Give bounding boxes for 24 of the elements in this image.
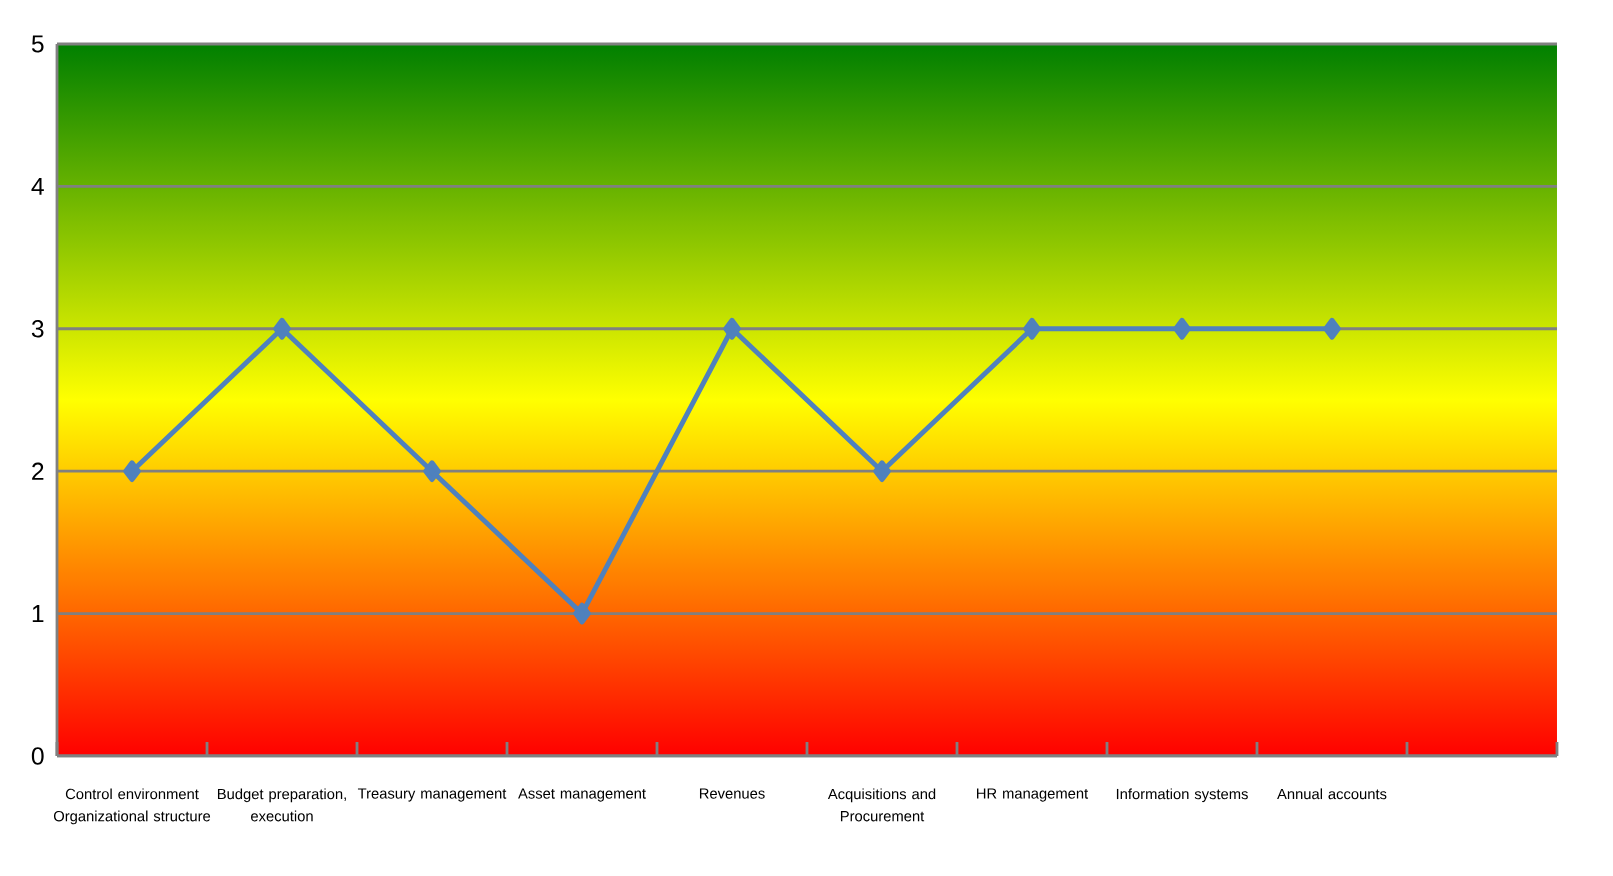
x-tick-label: Treasury management (357, 788, 507, 802)
y-tick-label: 4 (31, 177, 44, 195)
point (1323, 317, 1341, 340)
point (273, 317, 291, 340)
y-tick-label: 3 (31, 320, 44, 338)
point (1173, 317, 1191, 340)
point (723, 317, 741, 340)
point (573, 602, 591, 625)
point (123, 460, 141, 483)
point (423, 460, 441, 483)
y-tick-label: 2 (32, 462, 44, 480)
y-tick-label: 0 (31, 747, 44, 765)
x-tick-label: Annual accounts (1277, 788, 1387, 800)
x-tick-label: Budget preparation, execution (217, 788, 346, 822)
x-tick-label: Acquisitions and Procurement (827, 788, 936, 822)
point (873, 460, 891, 483)
y-tick-label: 1 (32, 605, 44, 623)
x-tick-label: Information systems (1116, 788, 1248, 803)
x-tick-label: Asset management (518, 788, 646, 802)
point (1023, 317, 1041, 340)
x-tick-label: Revenues (699, 788, 765, 799)
y-tick-label: 5 (31, 35, 44, 53)
x-tick-label: HR management (977, 788, 1089, 802)
x-tick-label: Control environment Organizational structure (53, 788, 211, 825)
